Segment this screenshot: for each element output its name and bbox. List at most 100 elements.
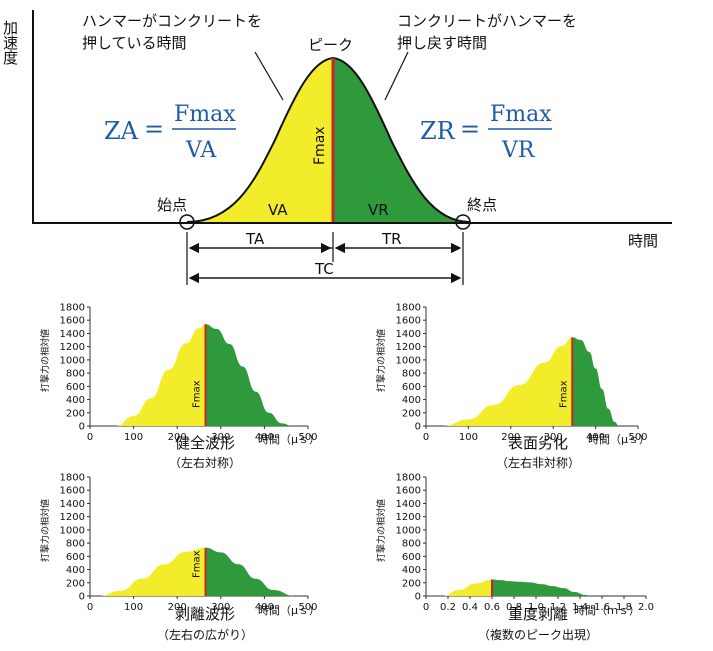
y-tick-label: 1600 [60, 486, 85, 497]
x-tick-label: 100 [124, 432, 143, 443]
x-tick-label: 1.0 [528, 602, 544, 613]
tc-label: TC [314, 260, 334, 278]
y-tick-label: 600 [66, 382, 85, 393]
y-tick-label: 0 [79, 592, 85, 603]
va-label: VA [268, 201, 288, 219]
y-tick-label: 1000 [60, 525, 85, 536]
end-point-marker [455, 214, 471, 230]
x-tick-label: 0 [423, 602, 429, 613]
x-tick-label: 0.6 [484, 602, 500, 613]
left-note-line1: ハンマーがコンクリートを [82, 12, 262, 30]
x-axis-label: 時間 [628, 232, 658, 250]
x-tick-label: 0.4 [462, 602, 478, 613]
y-tick-label: 1200 [60, 342, 85, 353]
y-tick-label: 1800 [396, 473, 421, 484]
y-tick-label: 1600 [396, 486, 421, 497]
rise-area [187, 58, 333, 222]
fall-area [205, 547, 295, 596]
fmax-vertical-label: Fmax [312, 126, 328, 165]
formula-zr-eq: = [460, 115, 480, 143]
x-tick-label: 0.8 [506, 602, 522, 613]
formula-za-lhs: ZA [104, 117, 139, 145]
x-tick-label: 2.0 [638, 602, 654, 613]
y-tick-label: 0 [415, 592, 421, 603]
right-note-line2: 押し戻す時間 [397, 34, 487, 52]
x-tick-label: 300 [211, 602, 230, 613]
x-tick-label: 200 [501, 432, 520, 443]
x-tick-label: 1.8 [616, 602, 632, 613]
formula-zr-numerator: Fmax [490, 102, 552, 127]
x-tick-label: 200 [168, 432, 187, 443]
formula-za-denominator: VA [185, 138, 217, 163]
y-tick-label: 1600 [60, 316, 85, 327]
fall-area [205, 324, 293, 426]
ta-label: TA [245, 230, 265, 248]
x-tick-label: 100 [124, 602, 143, 613]
chart-title: 健全波形 [175, 434, 235, 452]
formula-za-eq: = [144, 115, 164, 143]
chart-subtitle: （左右非対称） [496, 455, 580, 470]
y-tick-label: 0 [415, 422, 421, 433]
y-tick-label: 1400 [396, 499, 421, 510]
y-tick-label: 800 [402, 539, 421, 550]
y-tick-label: 800 [66, 369, 85, 380]
y-tick-label: 400 [66, 395, 85, 406]
x-tick-label: 100 [459, 432, 478, 443]
y-tick-label: 400 [402, 395, 421, 406]
x-tick-label: 0.2 [440, 602, 456, 613]
x-axis-label: 時間（μｓ） [258, 604, 320, 617]
chart-panel-1: 0 200 400 600 800 1000 1200 1400 1600 1800 0 100 200… [39, 303, 320, 471]
rise-area [98, 547, 206, 596]
x-tick-label: 1.6 [594, 602, 610, 613]
end-label: 終点 [467, 196, 497, 214]
formula-za: ZA = Fmax VA [104, 102, 236, 163]
chart-panel-4: 0 200 400 600 800 1000 1200 1400 1600 1800 0 0.2 0.4… [375, 473, 654, 643]
y-tick-label: 200 [66, 408, 85, 419]
formula-za-numerator: Fmax [174, 102, 236, 127]
y-axis-label: 打撃力の相対値 [39, 329, 51, 392]
start-label: 始点 [157, 196, 187, 214]
y-tick-label: 200 [402, 578, 421, 589]
y-tick-label: 1400 [60, 499, 85, 510]
chart-panel-3: 0 200 400 600 800 1000 1200 1400 1600 1800 0 100 200… [39, 473, 320, 643]
x-tick-label: 1.2 [550, 602, 566, 613]
formula-zr: ZR = Fmax VR [420, 102, 552, 163]
chart-subtitle: （左右の広がり） [157, 627, 253, 642]
rise-area [442, 579, 492, 596]
right-note-line1: コンクリートがハンマーを [397, 12, 577, 30]
x-tick-label: 0 [87, 602, 93, 613]
x-tick-label: 400 [255, 602, 274, 613]
y-tick-label: 1600 [396, 316, 421, 327]
x-tick-label: 200 [168, 602, 187, 613]
y-tick-label: 1200 [396, 342, 421, 353]
left-note-line2: 押している時間 [82, 34, 187, 52]
y-tick-label: 1800 [396, 303, 421, 314]
y-tick-label: 1400 [396, 329, 421, 340]
x-tick-label: 0 [87, 432, 93, 443]
peak-label: ピーク [308, 36, 353, 54]
formula-zr-denominator: VR [501, 138, 536, 163]
y-tick-label: 0 [79, 422, 85, 433]
fall-area [572, 337, 619, 426]
y-tick-label: 200 [402, 408, 421, 419]
y-tick-label: 600 [402, 552, 421, 563]
fmax-label: Fmax [558, 380, 569, 408]
y-axis-label: 打撃力の相対値 [375, 499, 387, 562]
y-tick-label: 800 [402, 369, 421, 380]
chart-panel-2: 0 200 400 600 800 1000 1200 1400 1600 1800 0 100 200… [375, 303, 650, 471]
x-axis-label: 時間（μｓ） [258, 433, 320, 446]
x-axis-label: 時間（ｍｓ） [574, 604, 640, 617]
y-tick-label: 1000 [60, 355, 85, 366]
y-tick-label: 1200 [60, 512, 85, 523]
y-tick-label: 1800 [60, 473, 85, 484]
rise-area [442, 337, 573, 426]
x-tick-label: 0 [423, 432, 429, 443]
y-tick-label: 400 [66, 565, 85, 576]
fall-area [492, 579, 591, 596]
rise-area [116, 324, 206, 426]
y-tick-label: 1200 [396, 512, 421, 523]
y-tick-label: 400 [402, 565, 421, 576]
x-tick-label: 400 [586, 432, 605, 443]
fall-area [333, 58, 470, 222]
